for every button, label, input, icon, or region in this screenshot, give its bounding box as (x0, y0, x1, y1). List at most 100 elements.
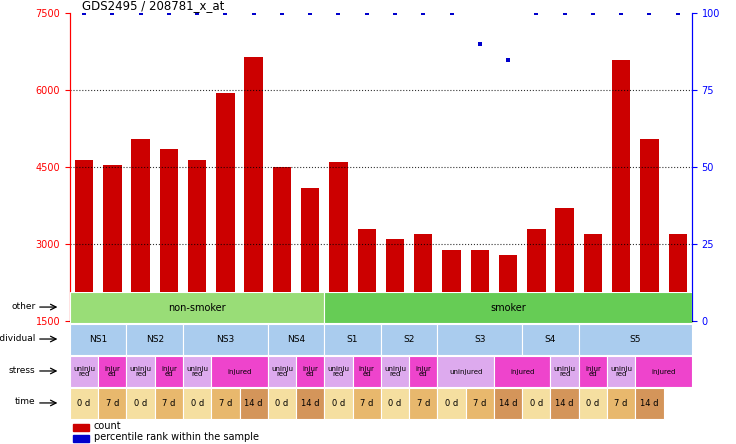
Point (135, 10, 146, 17)
Bar (668, 234, 687, 321)
Bar (353, 388, 381, 419)
Point (643, 10, 655, 17)
Bar (329, 162, 347, 321)
Bar (578, 388, 607, 419)
Bar (239, 388, 268, 419)
Bar (635, 388, 664, 419)
Bar (244, 57, 263, 321)
Bar (414, 234, 433, 321)
Text: uninju
red: uninju red (271, 366, 293, 377)
Bar (98, 356, 127, 387)
Bar (183, 356, 211, 387)
Point (163, 10, 174, 17)
Point (248, 10, 260, 17)
Text: S5: S5 (629, 335, 641, 344)
Bar (607, 388, 635, 419)
Text: 0 d: 0 d (530, 399, 543, 408)
Text: injur
ed: injur ed (105, 366, 120, 377)
Bar (442, 250, 461, 321)
Bar (635, 356, 692, 387)
Text: individual: individual (0, 333, 35, 343)
Point (361, 10, 372, 17)
Point (587, 10, 599, 17)
Bar (494, 388, 523, 419)
Text: NS4: NS4 (287, 335, 305, 344)
Point (333, 10, 344, 17)
Bar (70, 356, 98, 387)
Text: 7 d: 7 d (162, 399, 176, 408)
Bar (155, 356, 183, 387)
Bar (381, 324, 437, 355)
Text: uninju
red: uninju red (328, 366, 350, 377)
Bar (183, 324, 268, 355)
Bar (127, 324, 183, 355)
Text: NS1: NS1 (89, 335, 107, 344)
Text: 14 d: 14 d (244, 399, 263, 408)
Text: S4: S4 (545, 335, 556, 344)
Bar (612, 59, 630, 321)
Bar (381, 388, 409, 419)
Point (502, 56, 514, 63)
Point (389, 10, 401, 17)
Point (672, 10, 684, 17)
Text: smoker: smoker (490, 303, 526, 313)
Bar (75, 160, 93, 321)
Text: uninjured: uninjured (449, 369, 482, 375)
Text: 0 d: 0 d (445, 399, 459, 408)
Bar (578, 324, 692, 355)
Point (417, 10, 429, 17)
Text: 0 d: 0 d (134, 399, 147, 408)
Text: 0 d: 0 d (77, 399, 91, 408)
Text: S2: S2 (403, 335, 415, 344)
Bar (301, 188, 319, 321)
Text: injur
ed: injur ed (302, 366, 318, 377)
Bar (386, 239, 404, 321)
Text: 7 d: 7 d (615, 399, 628, 408)
Text: 0 d: 0 d (389, 399, 402, 408)
Text: 7 d: 7 d (106, 399, 119, 408)
Text: injur
ed: injur ed (585, 366, 601, 377)
Bar (551, 356, 578, 387)
Bar (409, 388, 437, 419)
Bar (470, 250, 489, 321)
Bar (183, 388, 211, 419)
Bar (523, 324, 578, 355)
Bar (437, 356, 494, 387)
Bar (325, 292, 692, 323)
Text: 14 d: 14 d (640, 399, 659, 408)
Text: 7 d: 7 d (417, 399, 430, 408)
Text: GDS2495 / 208781_x_at: GDS2495 / 208781_x_at (82, 0, 224, 12)
Text: injured: injured (227, 369, 252, 375)
Bar (325, 356, 353, 387)
Text: percentile rank within the sample: percentile rank within the sample (93, 432, 258, 442)
Text: S1: S1 (347, 335, 358, 344)
Bar (268, 324, 325, 355)
Bar (127, 388, 155, 419)
Point (615, 10, 627, 17)
Text: injured: injured (510, 369, 534, 375)
Bar (523, 388, 551, 419)
Bar (607, 356, 635, 387)
Bar (216, 93, 235, 321)
Bar (466, 388, 494, 419)
Text: 7 d: 7 d (219, 399, 232, 408)
Text: injur
ed: injur ed (359, 366, 375, 377)
Text: 0 d: 0 d (332, 399, 345, 408)
Bar (527, 229, 545, 321)
Point (191, 10, 203, 17)
Bar (132, 139, 150, 321)
Text: uninju
red: uninju red (553, 366, 576, 377)
Text: count: count (93, 421, 121, 432)
Text: uninju
red: uninju red (73, 366, 95, 377)
Bar (578, 356, 607, 387)
Point (304, 10, 316, 17)
Text: uninju
red: uninju red (186, 366, 208, 377)
Bar (98, 388, 127, 419)
Text: 7 d: 7 d (473, 399, 486, 408)
Point (107, 10, 118, 17)
Bar (437, 388, 466, 419)
Bar (556, 209, 574, 321)
Text: S3: S3 (474, 335, 486, 344)
Bar (325, 388, 353, 419)
Text: non-smoker: non-smoker (169, 303, 226, 313)
